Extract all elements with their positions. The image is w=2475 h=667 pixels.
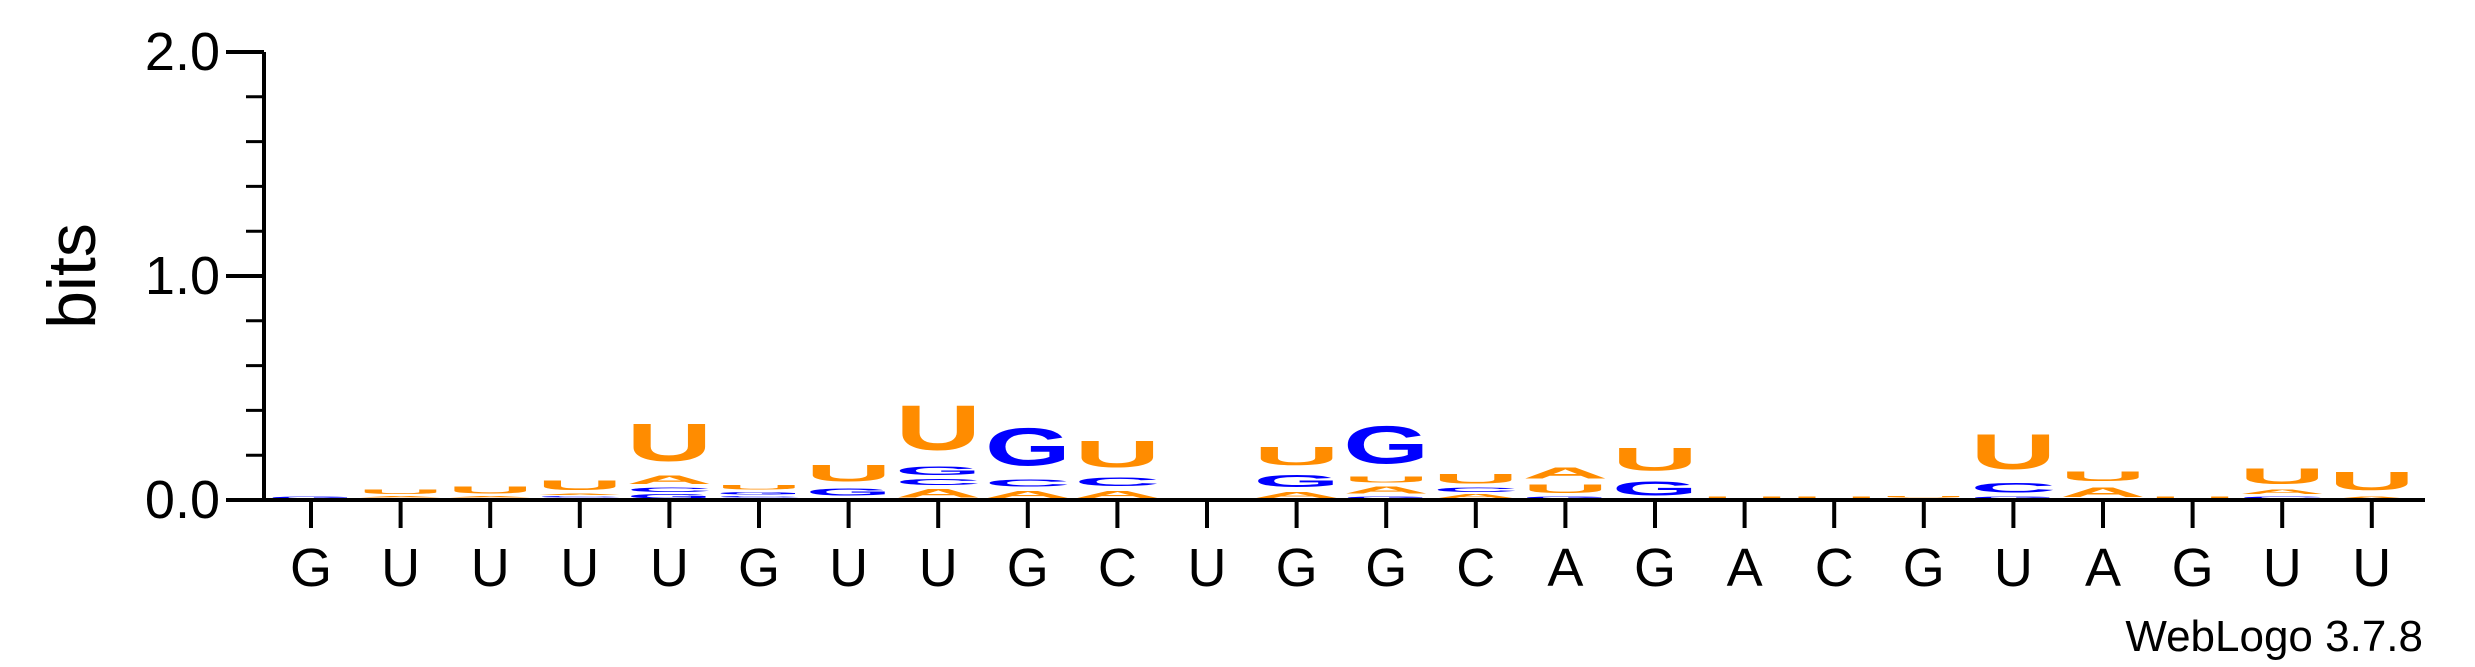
- logo-letter-a: A: [358, 496, 444, 498]
- logo-letter-c: C: [1074, 475, 1160, 488]
- logo-letter-u: U: [716, 484, 802, 491]
- logo-letter-u: U: [358, 489, 444, 496]
- logo-letter-u: U: [1970, 424, 2056, 480]
- logo-letter-g: G: [1343, 415, 1429, 475]
- x-tick-label: U: [471, 538, 510, 598]
- logo-letter-g: G: [985, 417, 1071, 477]
- logo-letter-g: G: [626, 493, 712, 500]
- y-axis-label: bits: [34, 223, 110, 329]
- x-tick-label: U: [919, 538, 958, 598]
- x-tick-label: G: [738, 538, 780, 598]
- x-tick-label: U: [381, 538, 420, 598]
- logo-letter-u: U: [1074, 433, 1160, 476]
- y-tick-label: 1.0: [145, 246, 220, 306]
- logo-letter-g: G: [1254, 471, 1340, 491]
- x-tick-label: G: [1903, 538, 1945, 598]
- logo-letter-a: A: [1254, 491, 1340, 500]
- logo-letter-c: C: [1970, 480, 2056, 496]
- logo-letter-u: U: [806, 460, 892, 487]
- logo-letter-a: A: [1433, 493, 1519, 500]
- x-tick-label: U: [560, 538, 599, 598]
- x-tick-label: C: [1456, 538, 1495, 598]
- logo-letter-a: A: [447, 496, 533, 498]
- logo-letter-c: C: [716, 496, 802, 498]
- y-tick-label: 2.0: [145, 22, 220, 82]
- logo-letter-c: C: [985, 478, 1071, 489]
- logo-letter-u: U: [1702, 496, 1788, 500]
- logo-letter-a: A: [985, 489, 1071, 500]
- weblogo-credit: WebLogo 3.7.8: [2125, 612, 2423, 661]
- logo-letter-c: C: [2239, 496, 2325, 500]
- logo-letter-a: A: [1343, 484, 1429, 495]
- logo-letter-g: G: [1522, 495, 1608, 500]
- logo-letter-c: C: [895, 478, 981, 487]
- logo-letter-u: U: [626, 412, 712, 473]
- x-tick-label: U: [829, 538, 868, 598]
- logo-letter-a: A: [2060, 484, 2146, 500]
- x-tick-label: A: [1547, 538, 1583, 598]
- logo-letter-u: U: [895, 393, 981, 465]
- x-tick-label: C: [1098, 538, 1137, 598]
- logo-letter-g: G: [806, 487, 892, 498]
- logo-letter-u: U: [2329, 467, 2415, 496]
- logo-letter-g: G: [1343, 495, 1429, 500]
- x-tick-label: A: [2085, 538, 2121, 598]
- x-tick-label: G: [290, 538, 332, 598]
- logo-letter-a: A: [1522, 464, 1608, 482]
- logo-letter-a: A: [626, 473, 712, 486]
- x-tick-label: G: [1276, 538, 1318, 598]
- logo-letter-g: G: [716, 491, 802, 496]
- logo-letter-a: A: [895, 486, 981, 499]
- logo-letter-u: U: [447, 484, 533, 495]
- x-tick-label: C: [1815, 538, 1854, 598]
- x-tick-label: U: [2263, 538, 2302, 598]
- logo-letter-u: U: [1612, 442, 1698, 478]
- x-tick-label: G: [1365, 538, 1407, 598]
- logo-letter-a: A: [2329, 496, 2415, 500]
- logo-letter-u: U: [1433, 471, 1519, 487]
- logo-letter-u: U: [1522, 482, 1608, 495]
- logo-letter-g: G: [1970, 495, 2056, 500]
- x-tick-label: A: [1727, 538, 1763, 598]
- y-ticks: 0.0 1.0 2.0: [145, 22, 264, 530]
- logo-letter-g: G: [268, 495, 354, 500]
- logo-letter-a: A: [537, 493, 623, 495]
- x-tick-label: G: [2172, 538, 2214, 598]
- x-tick-label: G: [1007, 538, 1049, 598]
- logo-letters: GGAUGAUGCAUGCAUACGUAGUACGUACGACUAGUGAUGA…: [268, 393, 2415, 500]
- logo-letter-c: C: [537, 496, 623, 498]
- logo-letter-a: A: [1074, 489, 1160, 500]
- logo-letter-u: U: [2060, 469, 2146, 485]
- logo-letter-u: U: [1881, 496, 1967, 498]
- x-tick-label: U: [1188, 538, 1227, 598]
- logo-letter-a: A: [2239, 489, 2325, 496]
- logo-letter-u: U: [2150, 496, 2236, 500]
- logo-letter-c: C: [1433, 487, 1519, 494]
- logo-letter-g: G: [1612, 477, 1698, 499]
- logo-letter-u: U: [1791, 496, 1877, 500]
- logo-letter-c: C: [626, 487, 712, 494]
- logo-letter-g: G: [895, 464, 981, 477]
- y-tick-label: 0.0: [145, 470, 220, 530]
- logo-letter-u: U: [1343, 475, 1429, 484]
- x-tick-label: U: [650, 538, 689, 598]
- logo-letter-u: U: [537, 477, 623, 493]
- logo-letter-u: U: [1254, 442, 1340, 471]
- x-tick-label: U: [2352, 538, 2391, 598]
- logo-letter-u: U: [2239, 464, 2325, 489]
- x-tick-label: U: [1994, 538, 2033, 598]
- x-tick-label: G: [1634, 538, 1676, 598]
